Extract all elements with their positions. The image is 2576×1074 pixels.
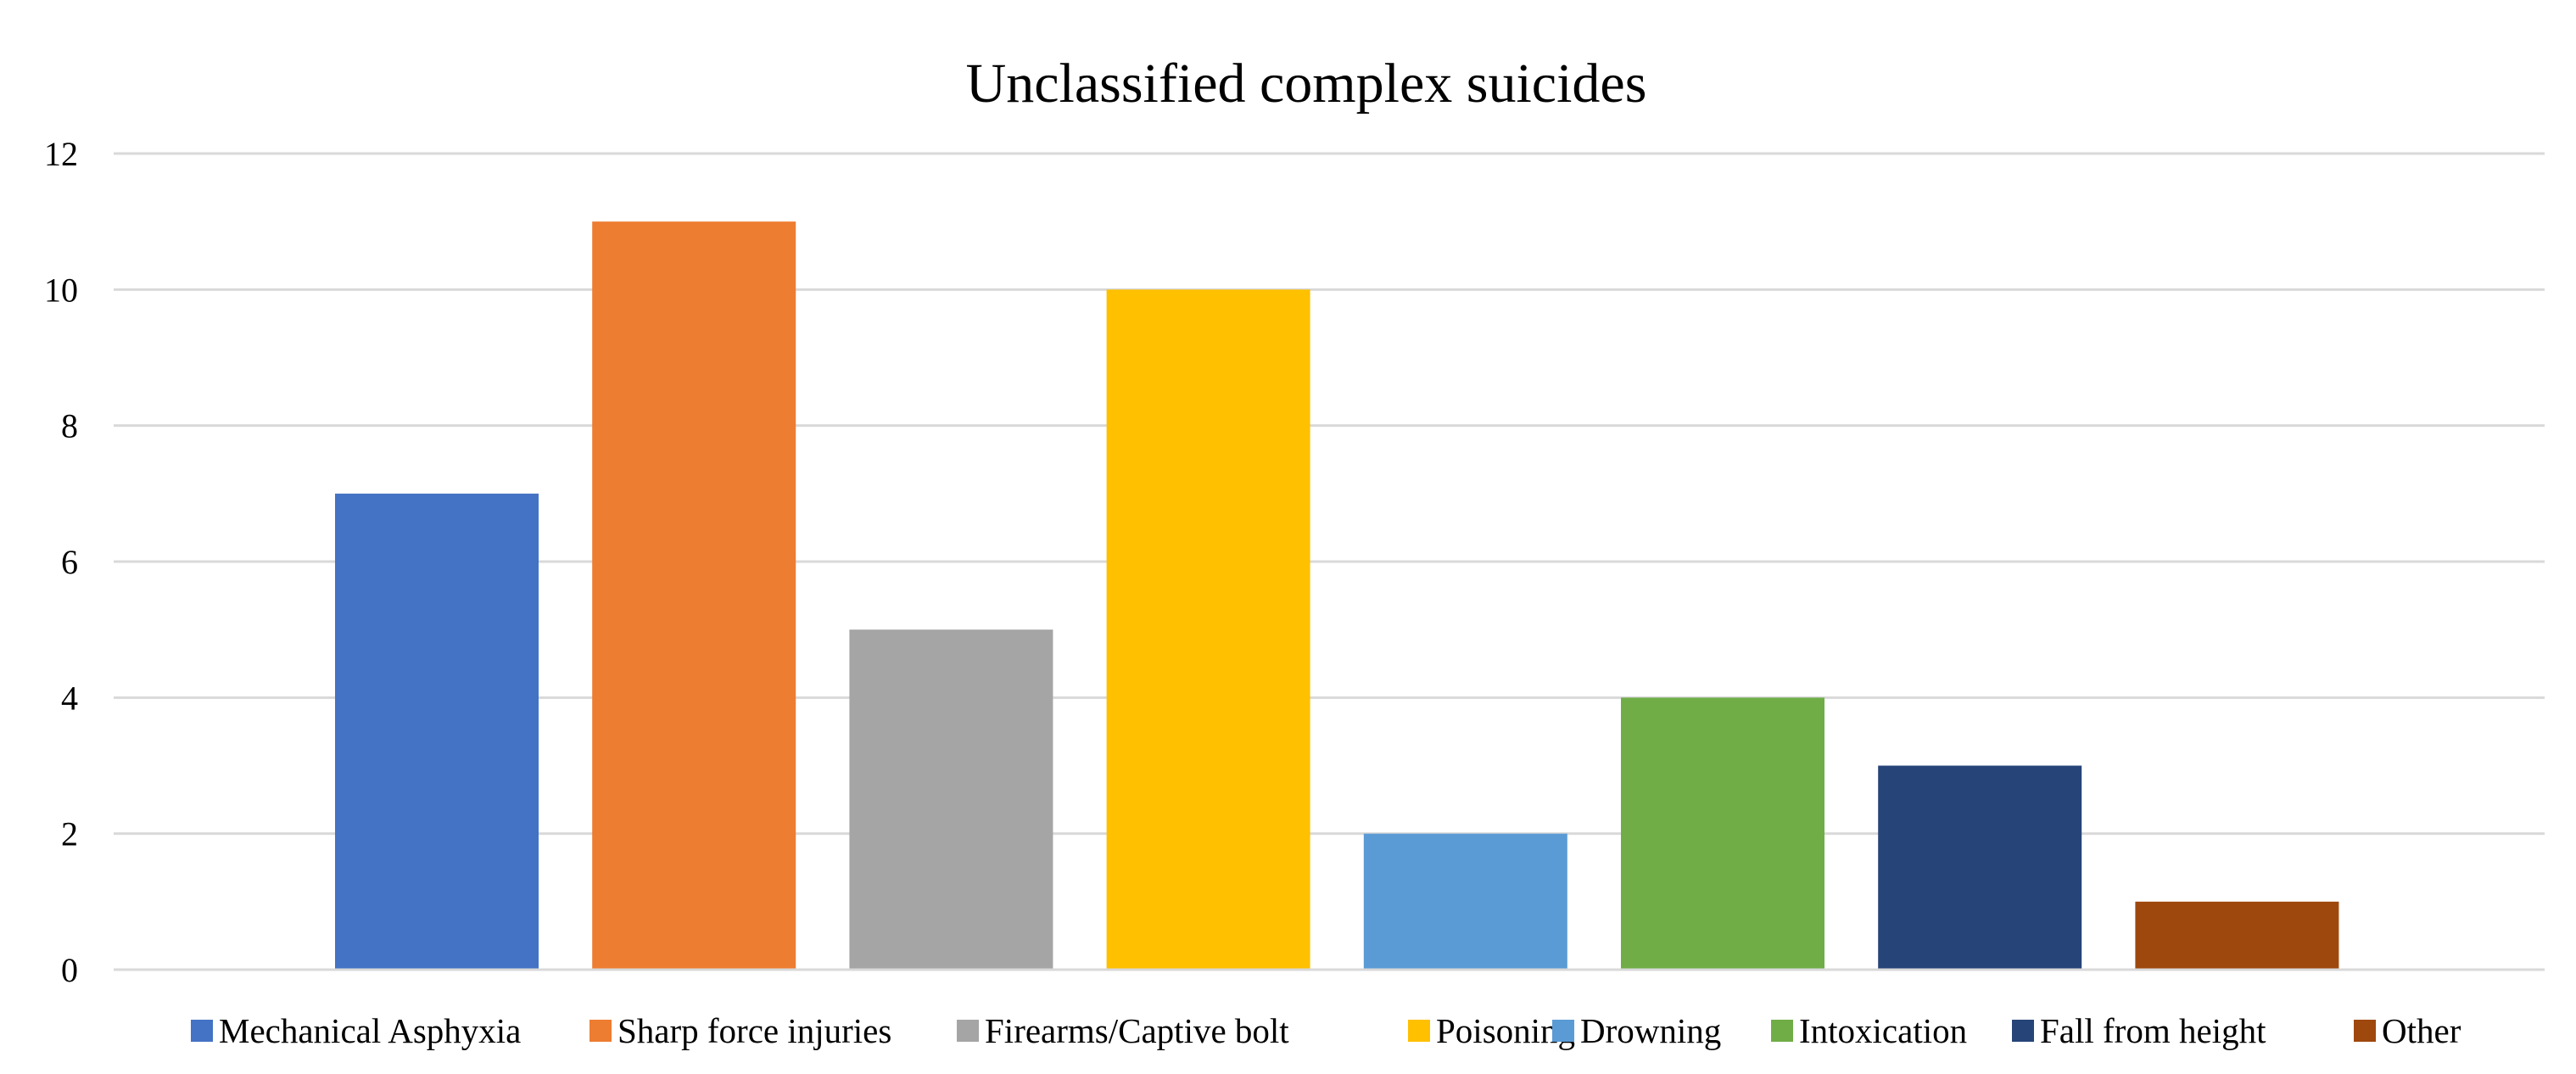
legend-item: Firearms/Captive bolt [957, 1011, 1289, 1050]
legend-swatch [1408, 1020, 1430, 1042]
y-tick-label: 4 [61, 679, 78, 717]
legend-swatch [191, 1020, 213, 1042]
legend-swatch [957, 1020, 979, 1042]
legend-label: Intoxication [1799, 1011, 1967, 1050]
bar-drowning [1363, 833, 1567, 970]
legend-label: Mechanical Asphyxia [219, 1011, 521, 1050]
y-tick-label: 8 [61, 407, 78, 445]
bar-sharp-force-injuries [592, 221, 796, 971]
legend-label: Poisoning [1436, 1011, 1575, 1050]
legend-item: Drowning [1552, 1011, 1721, 1050]
bar-mechanical-asphyxia [335, 493, 539, 970]
legend-label: Other [2382, 1011, 2461, 1050]
y-tick-label: 10 [44, 271, 78, 309]
bar-fall-from-height [1878, 765, 2082, 970]
legend-swatch [1552, 1020, 1574, 1042]
legend-item: Intoxication [1771, 1011, 1967, 1050]
legend-swatch [1771, 1020, 1793, 1042]
bar-firearms-captive-bolt [849, 629, 1053, 970]
legend-item: Other [2354, 1011, 2461, 1050]
legend-swatch [2012, 1020, 2034, 1042]
y-tick-label: 6 [61, 543, 78, 581]
legend-label: Fall from height [2040, 1011, 2266, 1050]
legend-swatch [590, 1020, 612, 1042]
y-tick-label: 0 [61, 951, 78, 989]
chart-title: Unclassified complex suicides [966, 53, 1647, 115]
bar-intoxication [1621, 697, 1824, 970]
y-axis-tick-labels: 0 2 4 6 8 10 12 [44, 135, 78, 989]
legend-swatch [2354, 1020, 2376, 1042]
y-tick-label: 12 [44, 135, 78, 173]
legend-label: Drowning [1580, 1011, 1721, 1050]
bar-poisoning [1106, 289, 1310, 970]
legend-item: Sharp force injuries [590, 1011, 891, 1050]
legend-item: Fall from height [2012, 1011, 2266, 1050]
bars [335, 221, 2339, 971]
legend-label: Sharp force injuries [617, 1011, 891, 1050]
legend-item: Poisoning [1408, 1011, 1575, 1050]
legend-label: Firearms/Captive bolt [985, 1011, 1289, 1050]
y-tick-label: 2 [61, 815, 78, 853]
bar-other [2135, 901, 2339, 970]
legend-item: Mechanical Asphyxia [191, 1011, 521, 1050]
legend: Mechanical Asphyxia Sharp force injuries F… [191, 1011, 2461, 1050]
